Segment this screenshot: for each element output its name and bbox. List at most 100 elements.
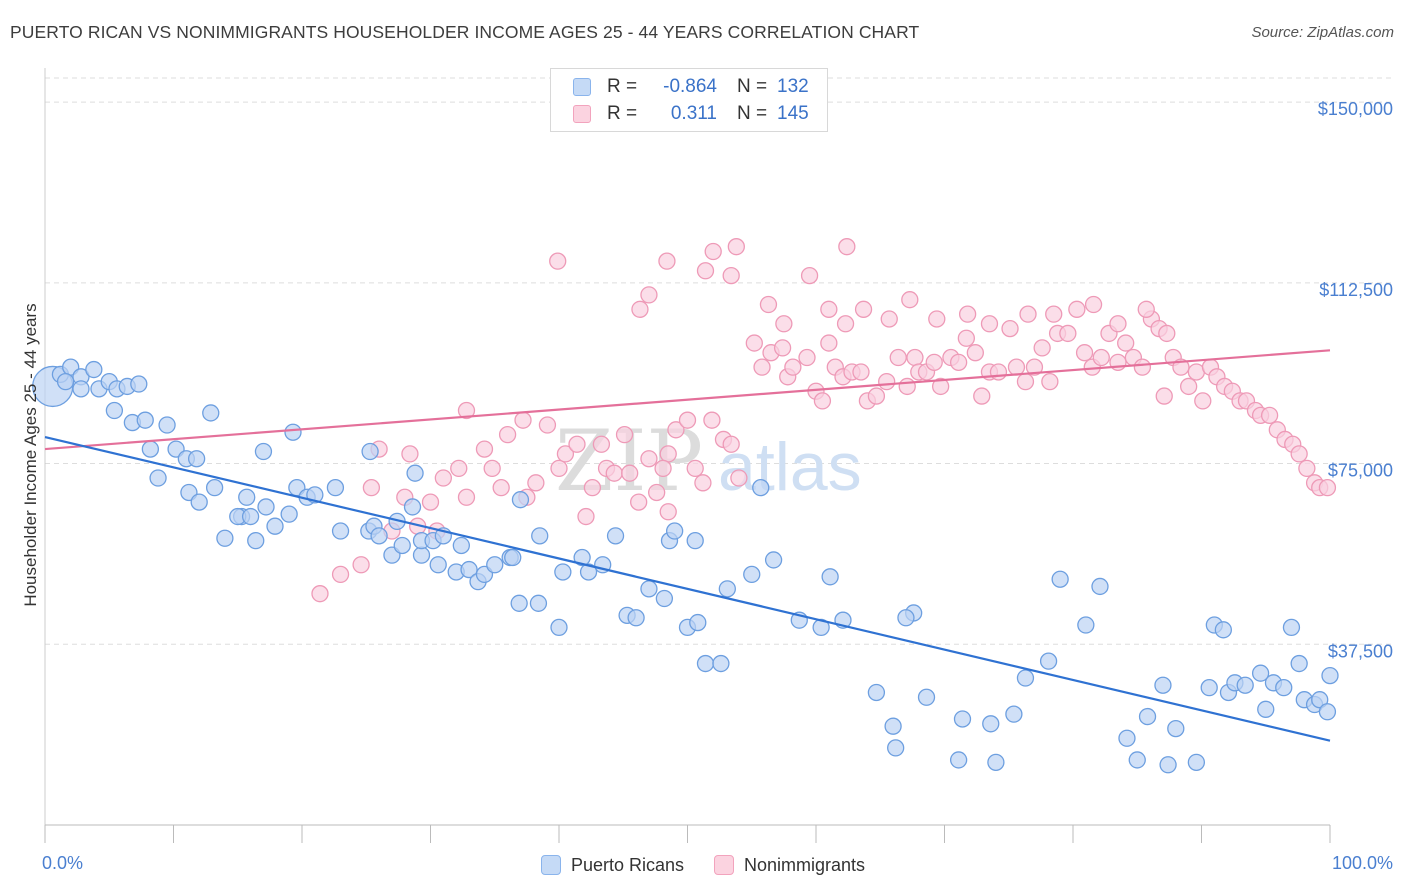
- puerto-ricans-point: [743, 565, 761, 584]
- nonimmigrants-point: [556, 445, 575, 463]
- puerto-ricans-point: [284, 423, 302, 441]
- puerto-ricans-point: [136, 411, 154, 429]
- puerto-ricans-point: [1159, 756, 1177, 774]
- nonimmigrants-point: [989, 363, 1008, 381]
- puerto-ricans-point: [56, 372, 75, 391]
- nonimmigrants-point: [621, 464, 639, 482]
- series-legend: Puerto Ricans Nonimmigrants: [0, 852, 1406, 878]
- nonimmigrants-point: [654, 459, 672, 478]
- nonimmigrants-point: [659, 445, 677, 463]
- nonimmigrants-point: [514, 411, 532, 429]
- puerto-ricans-point: [627, 609, 645, 627]
- nonimmigrants-point: [678, 411, 697, 429]
- nonimmigrants-point: [820, 334, 838, 352]
- y-tick-label: $75,000: [1328, 461, 1393, 481]
- puerto-ricans-point: [867, 683, 886, 702]
- puerto-ricans-point: [238, 488, 256, 506]
- puerto-ricans-points: [32, 358, 1339, 774]
- puerto-ricans-point: [460, 560, 478, 579]
- puerto-ricans-point: [190, 493, 208, 511]
- puerto-ricans-point: [486, 556, 504, 574]
- puerto-ricans-point: [241, 507, 260, 526]
- puerto-ricans-point: [257, 498, 275, 516]
- nonimmigrants-point: [483, 459, 501, 478]
- legend-r-label: R =: [607, 76, 638, 97]
- nonimmigrants-point: [722, 266, 740, 285]
- puerto-ricans-point: [982, 715, 1000, 733]
- puerto-ricans-point: [1311, 691, 1329, 709]
- nonimmigrants-point: [925, 353, 943, 371]
- nonimmigrants-point: [852, 363, 870, 381]
- puerto-ricans-point: [573, 548, 591, 567]
- legend-swatch-pink: [573, 105, 591, 123]
- puerto-ricans-point: [1154, 676, 1172, 694]
- puerto-ricans-point: [504, 548, 522, 567]
- nonimmigrants-point: [1180, 377, 1198, 396]
- puerto-ricans-point: [280, 505, 298, 523]
- puerto-ricans-point: [884, 717, 902, 735]
- nonimmigrants-point: [648, 483, 666, 502]
- puerto-ricans-point: [105, 401, 124, 420]
- legend-n-value: 132: [777, 76, 809, 97]
- nonimmigrants-point: [450, 459, 468, 478]
- puerto-ricans-point: [655, 589, 674, 608]
- puerto-ricans-point: [554, 563, 572, 581]
- nonimmigrants-point: [1092, 348, 1110, 367]
- puerto-ricans-point: [1039, 652, 1058, 670]
- puerto-ricans-point: [1187, 753, 1206, 771]
- x-tick-label-min: 0.0%: [42, 853, 83, 873]
- puerto-ricans-point: [1200, 678, 1218, 697]
- nonimmigrants-point: [583, 478, 602, 497]
- puerto-ricans-point: [149, 469, 167, 487]
- legend-r-label: R =: [607, 103, 638, 124]
- nonimmigrants-point: [457, 488, 476, 506]
- puerto-ricans-point: [897, 609, 915, 627]
- nonimmigrants-point: [1290, 445, 1308, 463]
- puerto-ricans-point: [1251, 664, 1270, 682]
- nonimmigrants-point: [1137, 300, 1155, 318]
- nonimmigrants-point: [538, 416, 557, 434]
- nonimmigrants-point: [973, 387, 991, 405]
- puerto-ricans-point: [1257, 700, 1275, 718]
- puerto-ricans-point: [216, 529, 234, 547]
- legend-r-value: -0.864: [663, 76, 717, 97]
- nonimmigrants-point: [703, 411, 721, 429]
- nonimmigrants-point: [696, 262, 715, 280]
- puerto-ricans-point: [412, 546, 431, 564]
- nonimmigrants-point: [1158, 324, 1176, 343]
- nonimmigrants-point: [867, 387, 886, 405]
- puerto-ricans-point: [1321, 666, 1339, 685]
- puerto-ricans-point: [266, 517, 284, 535]
- puerto-ricans-point: [887, 739, 905, 757]
- puerto-ricans-point: [452, 536, 470, 555]
- nonimmigrants-point: [686, 459, 704, 478]
- nonimmigrants-point: [836, 315, 855, 333]
- puerto-ricans-point: [247, 532, 265, 550]
- nonimmigrants-point: [813, 392, 832, 410]
- nonimmigrants-point: [1084, 295, 1103, 314]
- legend-n-label: N =: [737, 76, 768, 97]
- y-tick-label: $112,500: [1319, 280, 1393, 300]
- source-credit: Source: ZipAtlas.com: [1251, 24, 1394, 41]
- correlation-legend: R = -0.864 N = 132 R = 0.311 N = 145: [550, 68, 828, 132]
- puerto-ricans-point: [361, 442, 379, 461]
- x-tick-label-max: 100.0%: [1332, 853, 1393, 873]
- puerto-ricans-trend-line: [44, 435, 1331, 742]
- nonimmigrants-point: [1298, 459, 1316, 478]
- puerto-ricans-point: [1118, 729, 1136, 747]
- nonimmigrants-point: [906, 348, 924, 367]
- puerto-ricans-point: [406, 464, 424, 482]
- nonimmigrants-point: [1318, 478, 1337, 497]
- puerto-ricans-point: [718, 580, 736, 598]
- puerto-ricans-point: [689, 613, 707, 632]
- nonimmigrants-point: [775, 315, 793, 333]
- puerto-ricans-point: [550, 618, 568, 637]
- nonimmigrants-point: [1260, 406, 1279, 425]
- legend-swatch-blue: [540, 855, 561, 875]
- puerto-ricans-point: [130, 375, 148, 393]
- puerto-ricans-point: [953, 710, 972, 728]
- legend-item-puerto-ricans: Puerto Ricans: [540, 855, 684, 876]
- nonimmigrants-point: [475, 440, 494, 458]
- nonimmigrants-point: [527, 474, 545, 492]
